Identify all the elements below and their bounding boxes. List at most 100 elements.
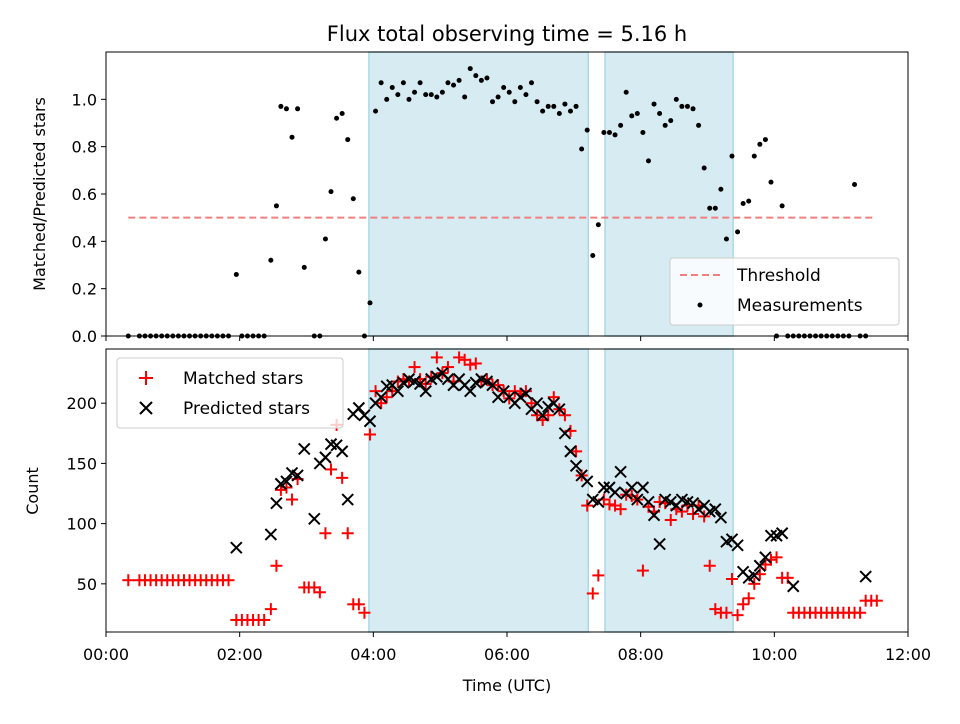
top-y-tick-label: 1.0 xyxy=(72,90,97,109)
measurement-point xyxy=(545,103,551,109)
predicted-star-point xyxy=(536,409,549,422)
matched-star-point xyxy=(737,598,750,611)
measurement-point xyxy=(283,106,289,112)
top-panel: 0.0 0.2 0.4 0.6 0.8 1.0 Matched/Predicted sta… xyxy=(30,51,909,346)
measurement-point xyxy=(768,179,774,185)
measurement-point xyxy=(373,108,379,114)
predicted-star-point xyxy=(413,377,427,391)
matched-star-point xyxy=(375,397,388,410)
top-legend-box xyxy=(669,257,900,326)
predicted-star-point xyxy=(280,475,293,488)
predicted-star-point xyxy=(308,512,321,526)
figure-title: Flux total observing time = 5.16 h xyxy=(327,22,687,46)
measurement-point xyxy=(684,103,690,109)
legend-measurements-label: Measurements xyxy=(737,296,863,316)
measurement-point xyxy=(662,122,668,128)
measurement-point xyxy=(322,236,328,242)
predicted-star-point xyxy=(631,493,644,506)
measurement-point xyxy=(400,80,406,86)
predicted-star-point xyxy=(647,508,661,522)
measurement-point xyxy=(462,94,468,100)
measurement-point xyxy=(735,229,741,235)
measurement-point xyxy=(328,189,334,195)
matched-star-point xyxy=(614,503,627,516)
measurement-point xyxy=(523,92,529,98)
measurement-point xyxy=(534,99,540,105)
bottom-x-tick-label: 10:00 xyxy=(751,645,797,664)
measurement-point xyxy=(423,92,429,98)
measurement-point xyxy=(339,111,345,117)
measurement-point xyxy=(729,153,735,159)
matched-star-point xyxy=(731,609,744,622)
predicted-star-point xyxy=(291,469,304,482)
bottom-y-tick-label: 100 xyxy=(66,515,97,534)
matched-star-point xyxy=(542,409,555,422)
predicted-star-point xyxy=(775,527,789,540)
predicted-star-point xyxy=(592,495,605,509)
matched-star-point xyxy=(341,527,354,540)
bottom-x-tick-label: 12:00 xyxy=(885,645,931,664)
predicted-star-point xyxy=(542,400,555,414)
bottom-x-tick-label: 00:00 xyxy=(83,645,129,664)
matched-star-point xyxy=(336,471,349,484)
top-shaded-interval xyxy=(368,51,590,337)
measurement-point xyxy=(657,111,663,117)
measurement-point xyxy=(406,96,412,102)
measurement-point xyxy=(529,80,535,86)
matched-star-point xyxy=(270,559,283,572)
top-y-axis-label: Matched/Predicted stars xyxy=(30,97,49,291)
matched-star-point xyxy=(492,379,505,392)
matched-star-point xyxy=(748,577,761,590)
measurement-point xyxy=(467,66,473,72)
bottom-panel: 50 100 150 200 00:00 02:00 04:00 06:00 08:00 10:… xyxy=(23,348,931,695)
predicted-star-point xyxy=(530,396,544,410)
measurement-point xyxy=(567,108,573,114)
matched-star-point xyxy=(675,505,688,518)
measurement-point xyxy=(606,129,612,135)
legend-measurements-swatch xyxy=(697,302,703,308)
measurement-point xyxy=(618,122,624,128)
predicted-star-point xyxy=(469,376,483,389)
matched-star-point xyxy=(453,351,466,364)
top-legend: Threshold Measurements xyxy=(669,257,900,326)
matched-star-point xyxy=(547,391,560,404)
measurement-point xyxy=(478,77,484,83)
measurement-point xyxy=(701,165,707,171)
measurement-point xyxy=(412,89,418,95)
measurement-point xyxy=(623,89,629,95)
measurement-point xyxy=(278,103,284,109)
matched-star-point xyxy=(664,514,677,527)
bottom-y-tick-label: 200 xyxy=(66,394,97,413)
predicted-star-point xyxy=(787,580,800,593)
bottom-y-tick-label: 150 xyxy=(66,454,97,473)
predicted-star-point xyxy=(230,541,243,554)
measurement-point xyxy=(590,253,596,259)
measurement-point xyxy=(395,92,401,98)
legend-matched-label: Matched stars xyxy=(183,369,303,389)
legend-threshold-label: Threshold xyxy=(736,266,821,286)
measurement-point xyxy=(779,203,785,209)
measurement-point xyxy=(696,122,702,128)
measurement-point xyxy=(751,153,757,159)
predicted-star-point xyxy=(597,481,611,494)
matched-star-point xyxy=(352,598,365,611)
predicted-star-point xyxy=(270,496,283,510)
measurement-point xyxy=(601,129,607,135)
matched-star-point xyxy=(425,370,438,383)
bottom-y-tick-label: 50 xyxy=(77,575,97,594)
predicted-star-point xyxy=(553,403,566,416)
top-y-tick-label: 0.6 xyxy=(72,185,97,204)
bottom-x-ticks: 00:00 02:00 04:00 06:00 08:00 10:00 12:00 xyxy=(83,632,931,664)
measurement-point xyxy=(579,146,585,152)
measurement-point xyxy=(746,198,752,204)
matched-star-point xyxy=(380,391,393,404)
measurement-point xyxy=(512,99,518,105)
bottom-y-ticks: 50 100 150 200 xyxy=(66,394,106,594)
predicted-star-point xyxy=(653,537,666,551)
measurement-point xyxy=(551,103,557,109)
measurement-point xyxy=(417,80,423,86)
measurement-point xyxy=(456,77,462,83)
predicted-star-point xyxy=(391,384,405,398)
measurement-point xyxy=(367,300,373,306)
predicted-star-point xyxy=(614,465,627,479)
